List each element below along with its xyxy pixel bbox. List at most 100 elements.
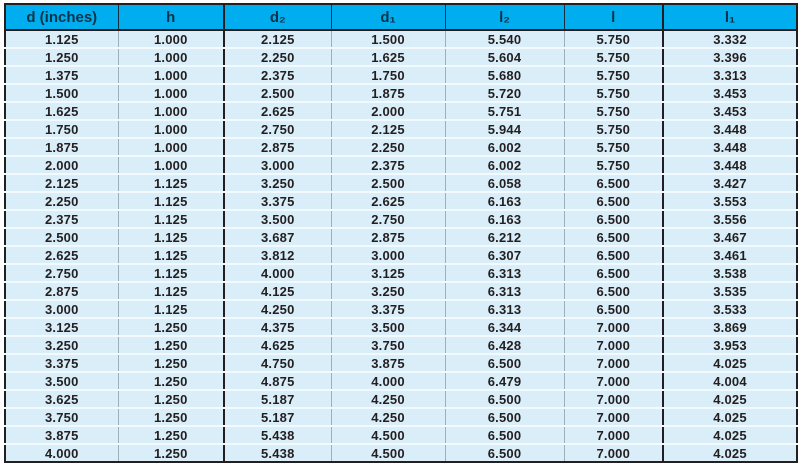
- table-cell: 2.875: [331, 228, 446, 247]
- table-body: 1.125 1.000 2.125 1.500 5.540 5.750 3.332 1.250…: [5, 30, 797, 462]
- table-cell: 3.875: [5, 426, 119, 445]
- table-cell: 3.953: [663, 336, 797, 355]
- table-cell: 2.000: [5, 156, 119, 175]
- table-row: 1.500 1.000 2.500 1.875 5.720 5.750 3.453: [5, 84, 797, 103]
- table-cell: 1.125: [118, 282, 225, 301]
- table-cell: 1.125: [118, 246, 225, 265]
- table-row: 3.000 1.125 4.250 3.375 6.313 6.500 3.533: [5, 300, 797, 319]
- table-cell: 2.625: [331, 192, 446, 211]
- table-cell: 3.467: [663, 228, 797, 247]
- table-cell: 4.500: [331, 426, 446, 445]
- table-cell: 4.875: [224, 372, 332, 391]
- table-cell: 1.250: [5, 48, 119, 67]
- column-header: d₂: [224, 4, 332, 31]
- table-cell: 5.751: [445, 102, 565, 121]
- table-cell: 1.625: [5, 102, 119, 121]
- table-cell: 6.002: [445, 138, 565, 157]
- table-row: 1.125 1.000 2.125 1.500 5.540 5.750 3.332: [5, 30, 797, 49]
- table-cell: 5.750: [564, 84, 664, 103]
- table-row: 1.375 1.000 2.375 1.750 5.680 5.750 3.313: [5, 66, 797, 85]
- table-cell: 6.212: [445, 228, 565, 247]
- table-cell: 3.125: [5, 318, 119, 337]
- table-cell: 6.313: [445, 300, 565, 319]
- table-cell: 6.500: [564, 300, 664, 319]
- table-cell: 3.500: [5, 372, 119, 391]
- table-cell: 3.625: [5, 390, 119, 409]
- table-row: 1.625 1.000 2.625 2.000 5.751 5.750 3.453: [5, 102, 797, 121]
- table-cell: 1.000: [118, 138, 225, 157]
- table-cell: 1.125: [118, 192, 225, 211]
- table-cell: 7.000: [564, 318, 664, 337]
- table-cell: 2.375: [224, 66, 332, 85]
- table-cell: 3.375: [224, 192, 332, 211]
- table-cell: 2.875: [5, 282, 119, 301]
- table-cell: 1.250: [118, 354, 225, 373]
- table-cell: 2.125: [5, 174, 119, 193]
- table-cell: 3.427: [663, 174, 797, 193]
- table-row: 2.375 1.125 3.500 2.750 6.163 6.500 3.556: [5, 210, 797, 229]
- table-cell: 4.500: [331, 444, 446, 462]
- table-row: 2.250 1.125 3.375 2.625 6.163 6.500 3.553: [5, 192, 797, 211]
- table-cell: 7.000: [564, 372, 664, 391]
- table-row: 3.500 1.250 4.875 4.000 6.479 7.000 4.004: [5, 372, 797, 391]
- table-cell: 5.750: [564, 138, 664, 157]
- table-row: 3.750 1.250 5.187 4.250 6.500 7.000 4.025: [5, 408, 797, 427]
- table-cell: 5.750: [564, 66, 664, 85]
- table-cell: 6.500: [564, 174, 664, 193]
- table-cell: 3.448: [663, 138, 797, 157]
- table-row: 2.750 1.125 4.000 3.125 6.313 6.500 3.538: [5, 264, 797, 283]
- table-cell: 3.375: [331, 300, 446, 319]
- table-cell: 4.025: [663, 426, 797, 445]
- table-cell: 5.187: [224, 390, 332, 409]
- table-row: 1.875 1.000 2.875 2.250 6.002 5.750 3.448: [5, 138, 797, 157]
- table-cell: 1.750: [331, 66, 446, 85]
- table-cell: 1.250: [118, 444, 225, 462]
- header-row: d (inches) h d₂ d₁ l₂ l l₁: [5, 4, 797, 31]
- table-cell: 2.250: [5, 192, 119, 211]
- table-cell: 3.448: [663, 120, 797, 139]
- table-cell: 1.125: [118, 228, 225, 247]
- table-cell: 7.000: [564, 444, 664, 462]
- table-cell: 2.375: [5, 210, 119, 229]
- table-cell: 3.750: [331, 336, 446, 355]
- table-row: 3.875 1.250 5.438 4.500 6.500 7.000 4.025: [5, 426, 797, 445]
- table-cell: 5.750: [564, 30, 664, 49]
- table-cell: 4.625: [224, 336, 332, 355]
- table-cell: 1.125: [5, 30, 119, 49]
- table-cell: 7.000: [564, 336, 664, 355]
- table-cell: 1.125: [118, 300, 225, 319]
- table-cell: 3.461: [663, 246, 797, 265]
- table-row: 2.625 1.125 3.812 3.000 6.307 6.500 3.461: [5, 246, 797, 265]
- table-row: 1.250 1.000 2.250 1.625 5.604 5.750 3.396: [5, 48, 797, 67]
- table-cell: 6.002: [445, 156, 565, 175]
- table-cell: 2.875: [224, 138, 332, 157]
- table-cell: 3.250: [5, 336, 119, 355]
- table-cell: 5.438: [224, 426, 332, 445]
- table-cell: 4.250: [331, 408, 446, 427]
- table-cell: 1.000: [118, 66, 225, 85]
- table-cell: 1.000: [118, 102, 225, 121]
- table-cell: 2.500: [331, 174, 446, 193]
- table-cell: 1.000: [118, 120, 225, 139]
- table-cell: 4.025: [713, 445, 747, 461]
- table-cell: 3.448: [663, 156, 797, 175]
- table-row: 3.125 1.250 4.375 3.500 6.344 7.000 3.869: [5, 318, 797, 337]
- table-cell: 4.375: [224, 318, 332, 337]
- table-cell: 3.500: [224, 210, 332, 229]
- dimensions-table: d (inches) h d₂ d₁ l₂ l l₁ 1.125 1.000 2.125 1.50…: [4, 3, 798, 463]
- table-cell: 1.000: [118, 30, 225, 49]
- table-cell: 5.438: [224, 444, 332, 462]
- table-cell: 1.250: [118, 390, 225, 409]
- table-cell: 5.750: [564, 156, 664, 175]
- table-cell: 2.500: [224, 84, 332, 103]
- table-cell: 3.500: [331, 318, 446, 337]
- table-header: d (inches) h d₂ d₁ l₂ l l₁: [5, 4, 797, 31]
- table-cell: 2.500: [5, 228, 119, 247]
- table-row: 1.750 1.000 2.750 2.125 5.944 5.750 3.448: [5, 120, 797, 139]
- table-cell: 3.250: [331, 282, 446, 301]
- table-cell: 1.875: [5, 138, 119, 157]
- table-cell: 3.000: [331, 246, 446, 265]
- table-cell: 6.344: [445, 318, 565, 337]
- table-cell: 4.750: [224, 354, 332, 373]
- table-cell: 2.375: [331, 156, 446, 175]
